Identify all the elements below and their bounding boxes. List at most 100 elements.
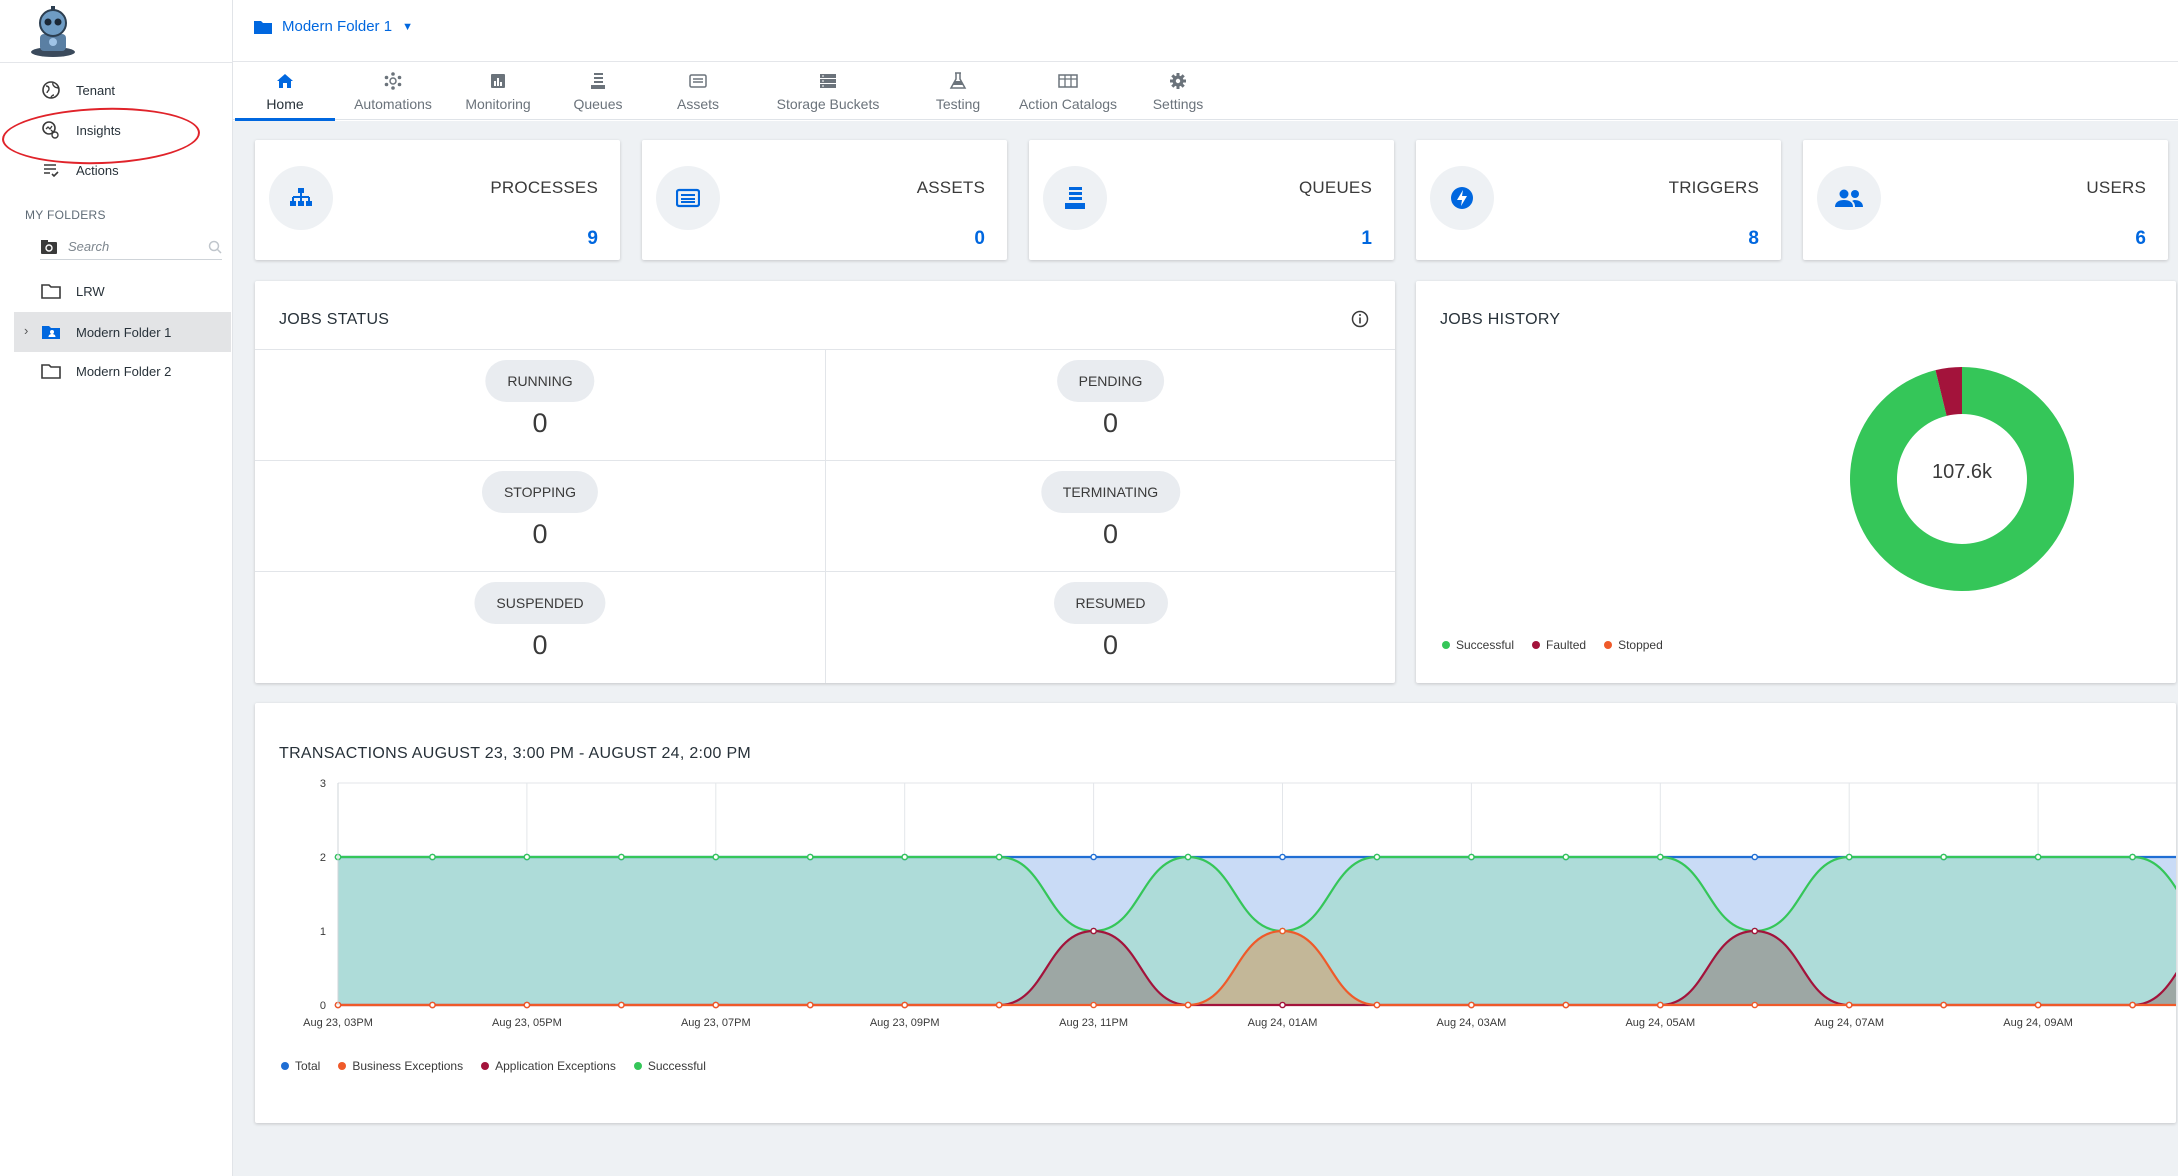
donut-slice-successful[interactable] (1850, 367, 2074, 591)
point-business-exceptions[interactable] (1657, 1001, 1664, 1009)
folder-search-field[interactable]: Search (40, 234, 222, 260)
sidebar-item-insights[interactable]: Insights (14, 111, 231, 149)
point-business-exceptions[interactable] (806, 1001, 814, 1009)
legend-item-application-exceptions[interactable]: Application Exceptions (481, 1059, 616, 1073)
legend-item-total[interactable]: Total (281, 1059, 320, 1073)
folder-item-lrw[interactable]: LRW (14, 272, 231, 310)
stat-card-triggers[interactable]: TRIGGERS 8 (1416, 140, 1781, 260)
point-business-exceptions[interactable] (2129, 1001, 2136, 1009)
point-total[interactable] (1090, 853, 1097, 861)
point-business-exceptions[interactable] (1751, 1001, 1759, 1009)
point-business-exceptions[interactable] (901, 1001, 909, 1009)
status-pill[interactable]: PENDING (1056, 360, 1165, 402)
point-successful[interactable] (1373, 853, 1381, 861)
point-successful[interactable] (2129, 853, 2136, 861)
legend-label: Successful (647, 1059, 706, 1073)
folder-item-modern-folder-2[interactable]: Modern Folder 2 (14, 352, 231, 390)
point-successful[interactable] (1562, 853, 1570, 861)
status-pill[interactable]: SUSPENDED (474, 582, 606, 624)
point-business-exceptions[interactable] (618, 1001, 625, 1009)
point-successful[interactable] (712, 853, 720, 861)
tab-settings[interactable]: Settings (1128, 63, 1228, 120)
stat-label: QUEUES (1299, 178, 1372, 197)
point-business-exceptions[interactable] (995, 1001, 1003, 1009)
globe-icon (40, 79, 62, 101)
stat-card-queues[interactable]: QUEUES 1 (1029, 140, 1394, 260)
legend-item-stopped[interactable]: Stopped (1604, 638, 1663, 652)
point-business-exceptions[interactable] (1184, 1001, 1192, 1009)
status-pill[interactable]: TERMINATING (1040, 471, 1181, 513)
status-pill[interactable]: RESUMED (1053, 582, 1168, 624)
info-icon[interactable] (1351, 310, 1369, 328)
tab-storage-buckets[interactable]: Storage Buckets (748, 63, 908, 120)
point-business-exceptions[interactable] (2034, 1001, 2042, 1009)
queue-icon (1043, 166, 1107, 230)
sidebar-item-actions[interactable]: Actions (14, 151, 231, 189)
point-business-exceptions[interactable] (1279, 927, 1286, 935)
point-business-exceptions[interactable] (1562, 1001, 1570, 1009)
point-successful[interactable] (2034, 853, 2042, 861)
tab-home[interactable]: Home (235, 63, 335, 121)
point-successful[interactable] (523, 853, 531, 861)
point-application-exceptions[interactable] (1751, 927, 1759, 935)
tab-action-catalogs[interactable]: Action Catalogs (1003, 63, 1133, 120)
robot-logo-icon[interactable] (26, 4, 80, 58)
top-bar: Modern Folder 1 ▼ (233, 0, 2178, 62)
point-business-exceptions[interactable] (1090, 1001, 1097, 1009)
stat-card-assets[interactable]: ASSETS 0 (642, 140, 1007, 260)
point-business-exceptions[interactable] (1845, 1001, 1853, 1009)
stat-label: PROCESSES (490, 178, 598, 197)
legend-item-successful[interactable]: Successful (633, 1059, 706, 1073)
donut-slice-faulted[interactable] (1935, 367, 1962, 416)
point-business-exceptions[interactable] (1940, 1001, 1947, 1009)
sidebar-item-tenant[interactable]: Tenant (14, 71, 231, 109)
point-application-exceptions[interactable] (1090, 927, 1097, 935)
folder-selector[interactable]: Modern Folder 1 ▼ (253, 18, 413, 35)
point-successful[interactable] (618, 853, 625, 861)
folder-item-modern-folder-1[interactable]: › Modern Folder 1 (14, 312, 231, 352)
legend-item-successful[interactable]: Successful (1442, 638, 1514, 652)
x-tick-label: Aug 23, 09PM (870, 1017, 940, 1029)
legend-dot (338, 1062, 347, 1070)
x-tick-label: Aug 24, 03AM (1437, 1017, 1507, 1029)
jobs-status-grid: RUNNING 0 PENDING 0 STOPPING 0 TERMINATI… (255, 349, 1395, 683)
point-business-exceptions[interactable] (1373, 1001, 1381, 1009)
point-successful[interactable] (995, 853, 1003, 861)
flask-icon (947, 70, 969, 92)
stat-value: 1 (1361, 228, 1372, 249)
point-successful[interactable] (901, 853, 909, 861)
point-business-exceptions[interactable] (712, 1001, 720, 1009)
stat-card-users[interactable]: USERS 6 (1803, 140, 2168, 260)
legend-item-faulted[interactable]: Faulted (1532, 638, 1586, 652)
point-application-exceptions[interactable] (1279, 1001, 1286, 1009)
point-successful[interactable] (1657, 853, 1664, 861)
point-total[interactable] (1751, 853, 1759, 861)
point-business-exceptions[interactable] (429, 1001, 436, 1009)
tab-monitoring[interactable]: Monitoring (448, 63, 548, 120)
stat-card-processes[interactable]: PROCESSES 9 (255, 140, 620, 260)
point-business-exceptions[interactable] (1468, 1001, 1475, 1009)
point-successful[interactable] (1940, 853, 1947, 861)
main-content: PROCESSES 9 ASSETS 0 QUEUES 1 TRIGGERS 8… (233, 121, 2178, 1176)
point-successful[interactable] (1468, 853, 1475, 861)
point-successful[interactable] (429, 853, 436, 861)
point-successful[interactable] (1845, 853, 1853, 861)
legend-label: Successful (1456, 638, 1515, 652)
point-successful[interactable] (806, 853, 814, 861)
sidebar-divider (0, 62, 233, 63)
tab-assets[interactable]: Assets (648, 63, 748, 120)
folder-search-icon (41, 239, 57, 254)
tab-automations[interactable]: Automations (338, 63, 448, 120)
search-icon[interactable] (208, 240, 222, 254)
actions-icon (40, 159, 62, 181)
legend-item-business-exceptions[interactable]: Business Exceptions (338, 1059, 463, 1073)
job-status-pending: PENDING 0 (825, 350, 1395, 461)
point-total[interactable] (1279, 853, 1286, 861)
tab-queues[interactable]: Queues (548, 63, 648, 120)
point-successful[interactable] (1184, 853, 1192, 861)
status-pill[interactable]: RUNNING (485, 360, 595, 402)
tab-testing[interactable]: Testing (908, 63, 1008, 120)
status-pill[interactable]: STOPPING (481, 471, 599, 513)
chevron-right-icon[interactable]: › (24, 323, 29, 338)
point-business-exceptions[interactable] (523, 1001, 531, 1009)
